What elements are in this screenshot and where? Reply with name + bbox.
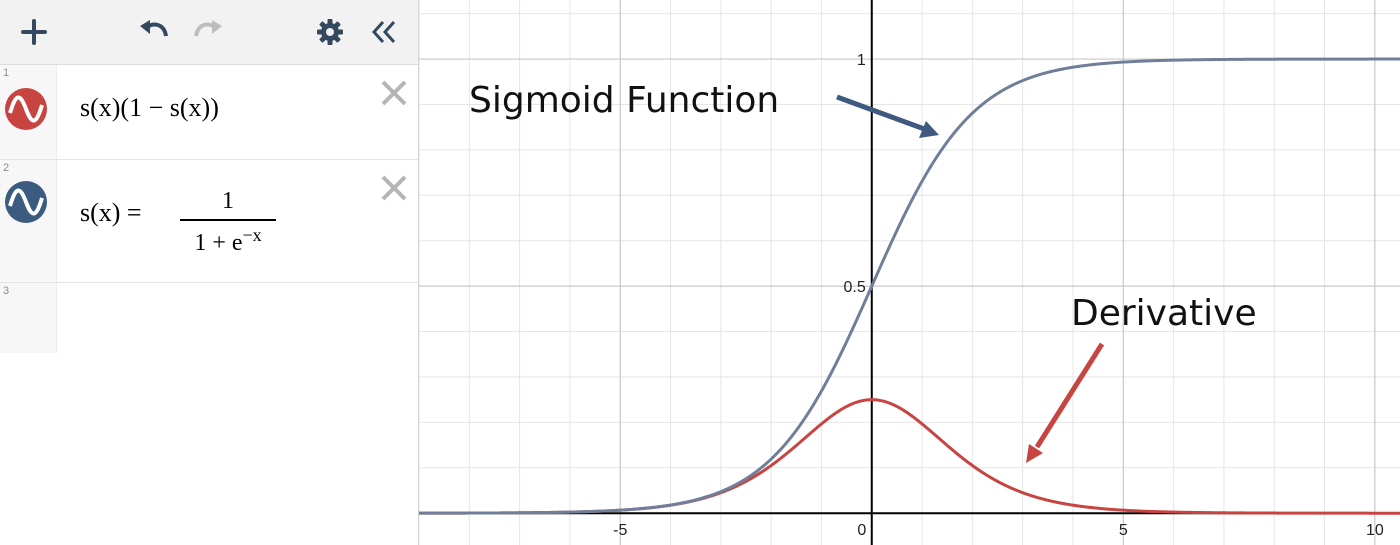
expression-fraction[interactable]: 1 1 + e−x — [180, 188, 276, 257]
graph-plot[interactable]: -5 0 5 10 0.5 1 Sigmoid Function Derivative — [419, 0, 1400, 545]
sigmoid-arrow — [836, 94, 939, 138]
sigmoid-annotation: Sigmoid Function — [469, 80, 779, 121]
denominator-base: 1 + e — [194, 229, 243, 256]
y-tick-label: 1 — [857, 52, 866, 69]
fraction-denominator: 1 + e−x — [180, 225, 276, 257]
graph-color-icon[interactable] — [4, 180, 48, 224]
y-tick-label: 0.5 — [844, 279, 866, 296]
expression-row-3[interactable]: 3 — [0, 283, 418, 353]
x-tick-label: 5 — [1119, 522, 1128, 539]
delete-icon[interactable] — [380, 79, 408, 107]
expression-number: 2 — [3, 162, 10, 174]
expression-row-1[interactable]: 1 s(x)(1 − s(x)) — [0, 65, 418, 160]
expression-number: 3 — [3, 285, 10, 297]
graph-color-icon[interactable] — [4, 87, 48, 131]
delete-icon[interactable] — [380, 174, 408, 202]
x-tick-label: 10 — [1366, 522, 1384, 539]
expression-toolbar — [0, 0, 418, 65]
expression-math[interactable]: s(x)(1 − s(x)) — [80, 93, 219, 123]
derivative-annotation: Derivative — [1071, 293, 1257, 334]
collapse-icon[interactable] — [366, 14, 402, 50]
expression-text: s(x)(1 − s(x)) — [80, 93, 219, 122]
graph-canvas[interactable]: -5 0 5 10 0.5 1 Sigmoid Function Derivative — [419, 0, 1400, 545]
settings-icon[interactable] — [312, 14, 348, 50]
fraction-bar — [180, 219, 276, 221]
redo-icon[interactable] — [190, 14, 226, 50]
expression-gutter: 1 — [0, 65, 57, 159]
undo-icon[interactable] — [136, 14, 172, 50]
add-icon[interactable] — [16, 14, 52, 50]
derivative-arrow — [1026, 342, 1105, 463]
expression-gutter: 3 — [0, 283, 57, 353]
expression-list-panel: 1 s(x)(1 − s(x)) 2 — [0, 0, 419, 545]
expression-row-2[interactable]: 2 s(x) = 1 1 + e−x — [0, 160, 418, 283]
expression-number: 1 — [3, 67, 10, 79]
x-tick-label: 0 — [857, 522, 866, 539]
denominator-exponent: −x — [242, 224, 262, 245]
derivative-curve — [419, 398, 1400, 515]
x-tick-label: -5 — [613, 522, 627, 539]
sigmoid-curve — [419, 57, 1400, 515]
fraction-numerator: 1 — [222, 188, 234, 214]
expression-lhs-text: s(x) = — [80, 198, 142, 227]
expression-gutter: 2 — [0, 160, 57, 282]
expression-lhs[interactable]: s(x) = — [80, 198, 142, 228]
